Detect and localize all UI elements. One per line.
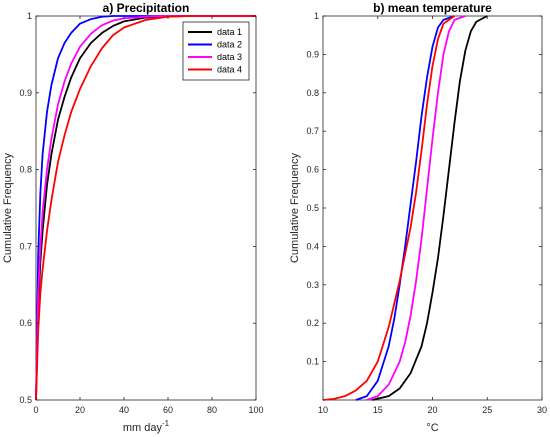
- temp-y-tick-label: 0.1: [306, 357, 319, 367]
- temp-series-line-2: [355, 15, 455, 401]
- panel-mean-temperature: 10 15 20 25 30 0.1 0.2 0.3 0.4 0.5 0.6 0.7 0.8 0.9 1 b)…: [289, 1, 547, 434]
- precip-x-tick-label: 100: [248, 405, 263, 415]
- precip-x-axis-label-superscript: -1: [162, 419, 170, 428]
- panel-precipitation: 0 20 40 60 80 100 0.5 0.6 0.7 0.8 0.9 1 a) Precipita…: [2, 1, 264, 434]
- temp-y-tick-label: 0.5: [306, 203, 319, 213]
- precip-legend-label-1: data 1: [217, 27, 242, 37]
- temp-x-tick-label: 25: [482, 405, 492, 415]
- temp-y-tick-label: 0.6: [306, 165, 319, 175]
- precip-x-tick-label: 0: [33, 405, 38, 415]
- precip-x-tick-label: 20: [75, 405, 85, 415]
- temp-y-tick-label: 1: [314, 11, 319, 21]
- temp-series-line-4: [322, 15, 455, 401]
- precip-y-tick-label: 0.7: [19, 241, 32, 251]
- temp-x-tick-label: 20: [427, 405, 437, 415]
- precip-y-tick-label: 1: [27, 11, 32, 21]
- temp-x-axis-label: °C: [426, 422, 438, 434]
- precip-y-tick-label: 0.5: [19, 395, 32, 405]
- precip-y-tick-label: 0.6: [19, 318, 32, 328]
- precip-x-axis-label-text: mm day: [123, 422, 163, 434]
- precip-legend-label-4: data 4: [217, 65, 242, 75]
- precip-legend-label-3: data 3: [217, 52, 242, 62]
- temp-series-line-1: [372, 15, 488, 401]
- precip-y-tick-label: 0.8: [19, 165, 32, 175]
- temp-series-line-3: [366, 15, 466, 401]
- temp-y-tick-label: 0.2: [306, 318, 319, 328]
- precip-legend-label-2: data 2: [217, 40, 242, 50]
- temp-plot-area: [322, 15, 543, 401]
- temp-y-tick-label: 0.7: [306, 126, 319, 136]
- temp-y-tick-label: 0.4: [306, 241, 319, 251]
- temp-x-tick-label: 10: [318, 405, 328, 415]
- temp-y-tick-label: 0.9: [306, 49, 319, 59]
- temp-y-axis-label: Cumulative Frequency: [289, 152, 301, 263]
- precip-y-tick-label: 0.9: [19, 88, 32, 98]
- precip-x-tick-label: 60: [163, 405, 173, 415]
- precip-x-axis-label: mm day-1: [123, 419, 170, 434]
- temp-x-tick-label: 30: [537, 405, 547, 415]
- temp-x-tick-label: 15: [373, 405, 383, 415]
- precip-x-tick-label: 80: [207, 405, 217, 415]
- precip-y-axis-label: Cumulative Frequency: [2, 152, 14, 263]
- temp-y-tick-label: 0.3: [306, 280, 319, 290]
- precip-x-tick-label: 40: [119, 405, 129, 415]
- precip-chart-title: a) Precipitation: [103, 1, 190, 15]
- temp-chart-title: b) mean temperature: [373, 1, 492, 15]
- temp-y-tick-label: 0.8: [306, 88, 319, 98]
- precip-legend: data 1 data 2 data 3 data 4: [182, 21, 250, 81]
- temp-x-axis-label-text: °C: [426, 422, 438, 434]
